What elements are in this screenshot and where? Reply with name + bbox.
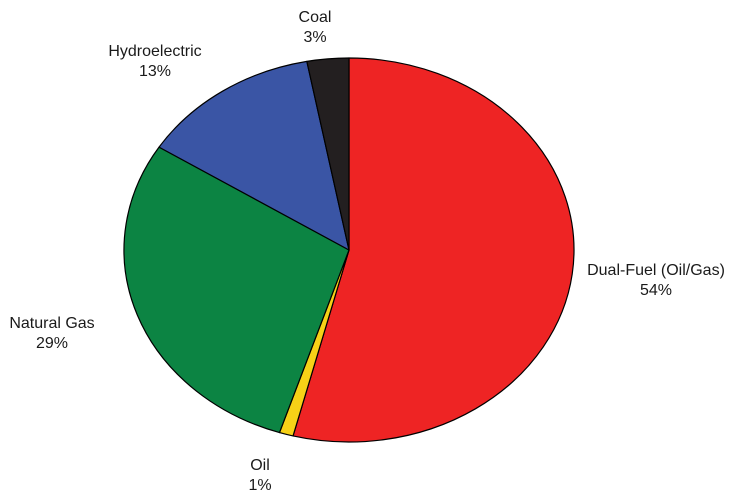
slice-label: Natural Gas — [9, 315, 94, 332]
slice-label: Hydroelectric — [108, 43, 201, 60]
slice-value-label: 1% — [248, 477, 271, 494]
pie-slices — [123, 57, 575, 443]
slice-label: Coal — [299, 9, 332, 26]
slice-value-label: 54% — [640, 282, 672, 299]
pie-labels: Dual-Fuel (Oil/Gas) 54% Oil 1% Natural Gas 29… — [9, 9, 725, 494]
slice-value-label: 3% — [303, 29, 326, 46]
slice-label: Dual-Fuel (Oil/Gas) — [587, 262, 725, 279]
slice-value-label: 13% — [139, 63, 171, 80]
pie-slice-dual-fuel-oil-gas — [292, 57, 575, 443]
slice-value-label: 29% — [36, 335, 68, 352]
pie-slice-coal — [306, 57, 350, 251]
pie-slice-hydroelectric — [158, 60, 350, 251]
pie-slice-natural-gas — [123, 146, 350, 434]
slice-label: Oil — [250, 457, 270, 474]
